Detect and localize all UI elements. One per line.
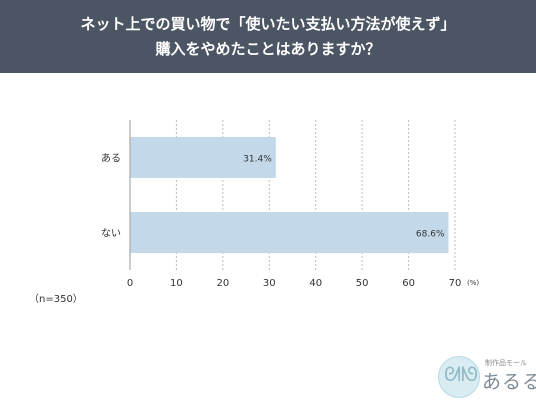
x-tick-label-0: 0 (127, 278, 133, 289)
rabbit-mascot-icon: ᘛᘚ (444, 362, 479, 386)
x-tick-label-60: 60 (402, 278, 415, 289)
x-tick-label-20: 20 (216, 278, 229, 289)
x-tick-label-70: 70 (449, 278, 462, 289)
bar-0 (130, 137, 276, 178)
x-tick-label-30: 30 (263, 278, 276, 289)
x-tick-label-40: 40 (309, 278, 322, 289)
bar-value-label-1: 68.6% (416, 230, 445, 240)
title-line-2: 購入をやめたことはありますか？ (155, 39, 381, 58)
x-unit-label: (%) (467, 279, 479, 287)
bar-value-label-0: 31.4% (243, 155, 272, 165)
sample-size-note: （n=350） (29, 294, 83, 305)
chart-title-banner: ネット上での買い物で「使いたい支払い方法が使えず」 購入をやめたことはありますか… (0, 0, 536, 73)
brand-logo: ᘛᘚ 制作品モール あるる (438, 354, 536, 398)
category-label-1: ない (101, 228, 121, 240)
bar-1 (130, 212, 449, 253)
logo-small-text: 制作品モール (485, 359, 527, 367)
category-label-0: ある (101, 153, 121, 165)
logo-circle (438, 356, 480, 398)
x-tick-label-50: 50 (356, 278, 369, 289)
title-line-1: ネット上での買い物で「使いたい支払い方法が使えず」 (80, 14, 456, 33)
x-tick-label-10: 10 (170, 278, 183, 289)
logo-brand-text: あるる (482, 371, 536, 393)
bar-chart: 31.4% ある 68.6% ない 0 10 20 30 40 50 60 70 (%) (101, 120, 479, 289)
